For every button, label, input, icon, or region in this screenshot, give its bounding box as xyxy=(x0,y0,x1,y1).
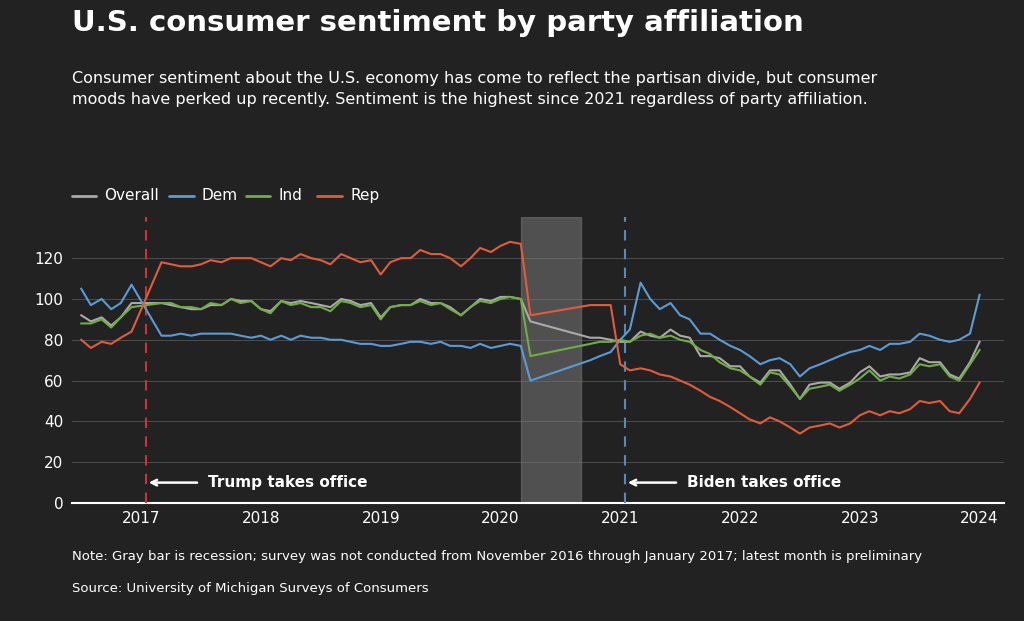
Text: Rep: Rep xyxy=(350,188,380,203)
Text: Biden takes office: Biden takes office xyxy=(687,475,842,490)
Text: Ind: Ind xyxy=(279,188,302,203)
Text: Note: Gray bar is recession; survey was not conducted from November 2016 through: Note: Gray bar is recession; survey was … xyxy=(72,550,922,563)
Text: Consumer sentiment about the U.S. economy has come to reflect the partisan divid: Consumer sentiment about the U.S. econom… xyxy=(72,71,877,107)
Bar xyxy=(521,217,581,503)
Text: Trump takes office: Trump takes office xyxy=(208,475,368,490)
Text: U.S. consumer sentiment by party affiliation: U.S. consumer sentiment by party affilia… xyxy=(72,9,804,37)
Text: Source: University of Michigan Surveys of Consumers: Source: University of Michigan Surveys o… xyxy=(72,582,428,595)
Text: Overall: Overall xyxy=(104,188,159,203)
Text: Dem: Dem xyxy=(202,188,238,203)
